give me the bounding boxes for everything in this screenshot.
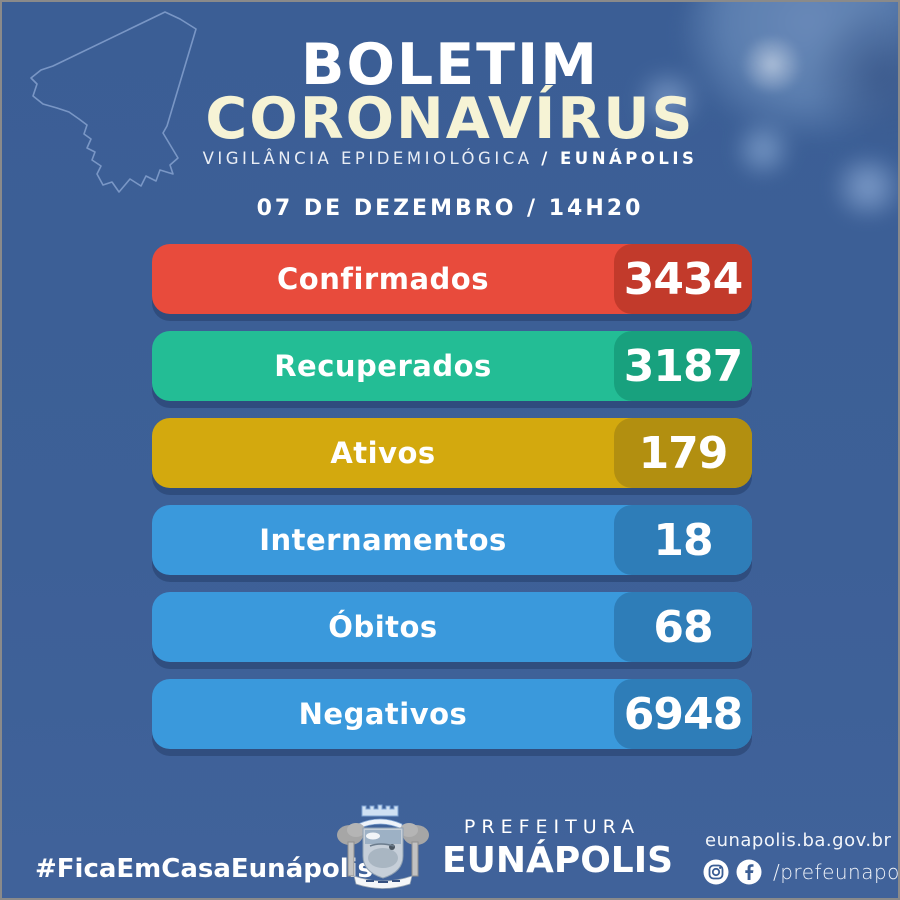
date-time: 07 DE DEZEMBRO / 14H20 (256, 196, 644, 221)
crown-icon (357, 804, 403, 830)
stat-label: Ativos (330, 436, 436, 470)
stat-value: 3187 (614, 331, 752, 401)
social-row: /prefeunapolis (703, 859, 900, 885)
stat-row-negativos: Negativos 6948 (152, 679, 752, 749)
stat-value: 179 (614, 418, 752, 488)
city-name: / EUNÁPOLIS (541, 149, 698, 168)
page-title: BOLETIM (301, 32, 599, 98)
shield (362, 827, 404, 879)
stat-row-confirmados: Confirmados 3434 (152, 244, 752, 314)
city-coat-of-arms-logo (337, 804, 429, 889)
stat-label: Recuperados (274, 349, 492, 383)
instagram-icon[interactable] (703, 859, 729, 885)
stat-label: Internamentos (259, 523, 507, 557)
stat-row-obitos: Óbitos 68 (152, 592, 752, 662)
stat-value: 6948 (614, 679, 752, 749)
stat-label: Negativos (298, 697, 468, 731)
right-tree (400, 823, 429, 877)
stats-list: Confirmados 3434 Recuperados 3187 Ativos… (152, 244, 752, 766)
stat-row-recuperados: Recuperados 3187 (152, 331, 752, 401)
website-link[interactable]: eunapolis.ba.gov.br (705, 830, 892, 851)
stat-label: Óbitos (328, 610, 438, 644)
hashtag-fica-em-casa: #FicaEmCasaEunápolis (35, 854, 374, 884)
prefeitura-label: PREFEITURA (463, 816, 641, 838)
stat-label: Confirmados (277, 262, 489, 296)
stat-value: 68 (614, 592, 752, 662)
left-tree (337, 823, 365, 877)
facebook-icon[interactable] (736, 859, 762, 885)
page-subtitle-coronavirus: CORONAVÍRUS (205, 86, 695, 152)
vigilancia-text: VIGILÂNCIA EPIDEMIOLÓGICA (202, 149, 542, 168)
social-handle[interactable]: /prefeunapolis (773, 860, 900, 884)
stat-row-internamentos: Internamentos 18 (152, 505, 752, 575)
stat-value: 3434 (614, 244, 752, 314)
prefeitura-wordmark: PREFEITURA EUNÁPOLIS (442, 816, 674, 881)
eunapolis-label: EUNÁPOLIS (442, 840, 674, 881)
banner-ribbon (353, 875, 413, 889)
stat-value: 18 (614, 505, 752, 575)
stat-row-ativos: Ativos 179 (152, 418, 752, 488)
vigilancia-line: VIGILÂNCIA EPIDEMIOLÓGICA / EUNÁPOLIS (2, 149, 898, 168)
